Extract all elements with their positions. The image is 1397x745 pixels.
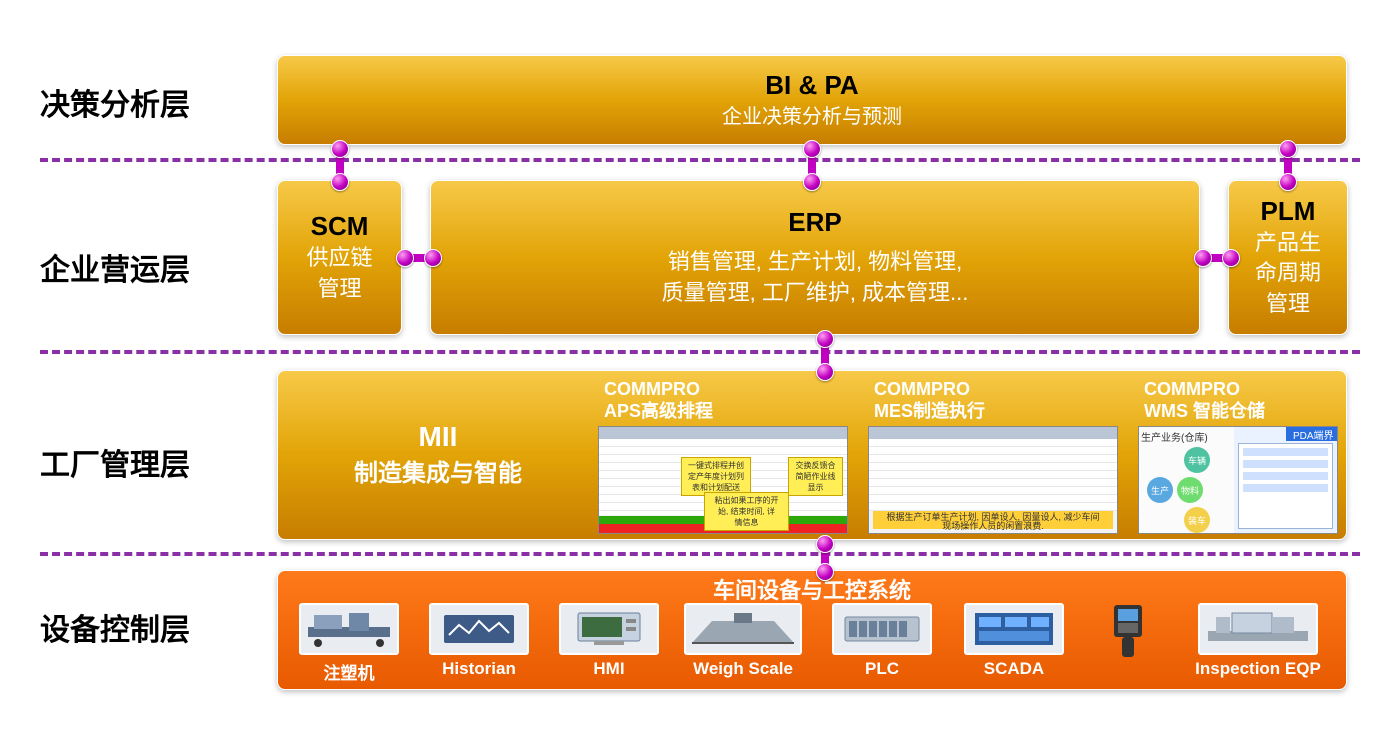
wms-name: WMS 智能仓储: [1144, 401, 1265, 421]
knob-floor-top: [816, 563, 834, 581]
wms-left-header: 生产业务(仓库): [1141, 429, 1208, 444]
mes-strip: 根据生产订单生产计划, 因单设人, 因量设人, 减少车间 现场操作人员的闲置浪费…: [873, 511, 1113, 529]
scm-box: SCM 供应链 管理: [277, 180, 402, 335]
equip-2: HMI: [553, 603, 665, 679]
knob-erp-top: [803, 173, 821, 191]
bi-box: BI & PA 企业决策分析与预测: [277, 55, 1347, 145]
aps-note1: 一键式排程并创 定产年度计划列 表和计划配送: [681, 457, 751, 496]
scale-icon: [684, 603, 802, 655]
wms-screenshot: 生产业务(仓库) 车辆 生产 物料 装车 PDA端界面: [1138, 426, 1338, 534]
handheld-icon: [1096, 603, 1160, 661]
divider-2: [40, 350, 1360, 354]
knob-bi-scm-a: [331, 140, 349, 158]
layer-label-3: 工厂管理层: [40, 440, 190, 484]
inspection-icon: [1198, 603, 1318, 655]
aps-note2: 交换反馈合 简陋作业线 显示: [788, 457, 843, 496]
wms-circle-1: 生产: [1147, 477, 1173, 503]
aps-name: APS高级排程: [604, 401, 713, 421]
equip-label-5: SCADA: [958, 659, 1070, 679]
knob-mii-bottom: [816, 535, 834, 553]
knob-scm-right: [396, 249, 414, 267]
knob-plm-left: [1222, 249, 1240, 267]
layer-label-4: 设备控制层: [40, 605, 190, 649]
aps-note3: 粘出如果工序的开 始, 结束时间, 详 情信息: [704, 492, 789, 531]
equip-0: 注塑机: [293, 603, 405, 684]
erp-title: ERP: [788, 206, 841, 239]
mii-left: MII 制造集成与智能: [298, 421, 578, 488]
mii-title: MII: [298, 421, 578, 453]
mii-mod-aps: COMMPRO APS高级排程 一键式排程并创 定产年度计划列 表和计划配送 交…: [598, 379, 848, 534]
equip-6: [1088, 603, 1168, 665]
equip-label-0: 注塑机: [293, 659, 405, 684]
mii-sub: 制造集成与智能: [298, 453, 578, 488]
knob-bi-bottom: [803, 140, 821, 158]
knob-bi-plm-a: [1279, 140, 1297, 158]
mii-mod-mes: COMMPRO MES制造执行 根据生产订单生产计划, 因单设人, 因量设人, …: [868, 379, 1118, 534]
erp-line1: 销售管理, 生产计划, 物料管理,: [668, 247, 963, 278]
wms-circle-3: 装车: [1184, 507, 1210, 533]
scada-icon: [964, 603, 1064, 655]
equip-label-1: Historian: [423, 659, 535, 679]
wms-circle-0: 车辆: [1184, 447, 1210, 473]
equip-label-3: Weigh Scale: [678, 659, 808, 679]
plm-sub: 产品生 命周期 管理: [1255, 228, 1321, 320]
historian-icon: [429, 603, 529, 655]
wms-circle-2: 物料: [1177, 477, 1203, 503]
layer-label-1: 决策分析层: [40, 80, 190, 124]
mes-name: MES制造执行: [874, 401, 985, 421]
scm-sub: 供应链 管理: [306, 243, 372, 305]
equip-label-2: HMI: [553, 659, 665, 679]
equip-label-4: PLC: [826, 659, 938, 679]
equip-7: Inspection EQP: [1178, 603, 1338, 679]
hmi-icon: [559, 603, 659, 655]
divider-1: [40, 158, 1360, 162]
scm-title: SCM: [311, 210, 369, 243]
equip-3: Weigh Scale: [678, 603, 808, 679]
layer-label-2: 企业营运层: [40, 245, 190, 289]
knob-erp-bottom: [816, 330, 834, 348]
mii-mod-wms: COMMPRO WMS 智能仓储 生产业务(仓库) 车辆 生产 物料 装车 PD…: [1138, 379, 1338, 534]
knob-bi-plm-b: [1279, 173, 1297, 191]
equip-5: SCADA: [958, 603, 1070, 679]
bi-sub: 企业决策分析与预测: [722, 103, 902, 131]
mes-brand: COMMPRO: [874, 379, 970, 399]
mes-screenshot: 根据生产订单生产计划, 因单设人, 因量设人, 减少车间 现场操作人员的闲置浪费…: [868, 426, 1118, 534]
knob-erp-right: [1194, 249, 1212, 267]
knob-erp-left: [424, 249, 442, 267]
plc-icon: [832, 603, 932, 655]
equip-label-7: Inspection EQP: [1178, 659, 1338, 679]
mii-box: MII 制造集成与智能 COMMPRO APS高级排程 一键式排程并创 定产年度…: [277, 370, 1347, 540]
aps-screenshot: 一键式排程并创 定产年度计划列 表和计划配送 交换反馈合 简陋作业线 显示 粘出…: [598, 426, 848, 534]
floor-title: 车间设备与工控系统: [278, 573, 1346, 605]
erp-line2: 质量管理, 工厂维护, 成本管理...: [662, 278, 969, 309]
equip-1: Historian: [423, 603, 535, 679]
erp-box: ERP 销售管理, 生产计划, 物料管理, 质量管理, 工厂维护, 成本管理..…: [430, 180, 1200, 335]
knob-mii-top: [816, 363, 834, 381]
plm-box: PLM 产品生 命周期 管理: [1228, 180, 1348, 335]
aps-brand: COMMPRO: [604, 379, 700, 399]
equip-4: PLC: [826, 603, 938, 679]
floor-box: 车间设备与工控系统 注塑机 Historian HMI Weigh Scale …: [277, 570, 1347, 690]
wms-brand: COMMPRO: [1144, 379, 1240, 399]
wms-right-header: PDA端界面: [1286, 427, 1337, 441]
bi-title: BI & PA: [765, 69, 858, 102]
plm-title: PLM: [1261, 195, 1316, 228]
machine-icon: [299, 603, 399, 655]
knob-bi-scm-b: [331, 173, 349, 191]
divider-3: [40, 552, 1360, 556]
